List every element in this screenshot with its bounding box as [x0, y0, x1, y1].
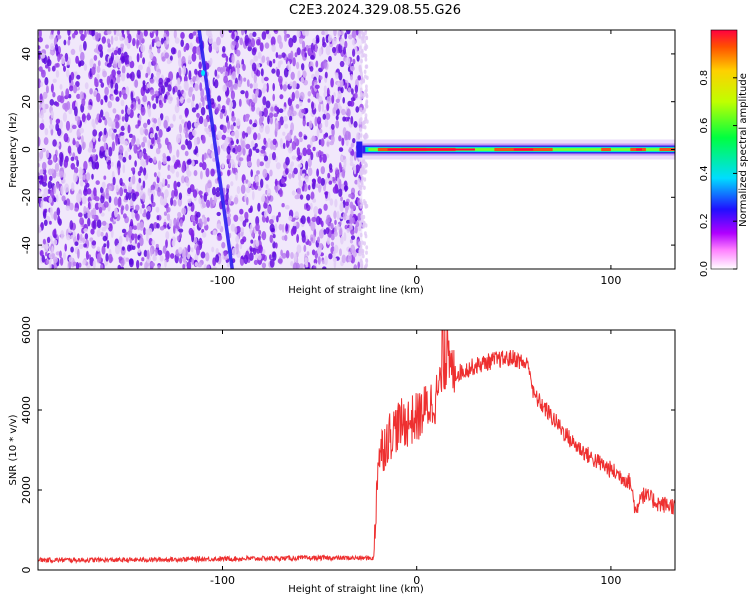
spectrogram-ytick-label: -20 [20, 188, 33, 206]
sweep-trace-hotspot [201, 70, 206, 77]
snr-xtick-label: -100 [210, 574, 235, 587]
colorbar-tick-label: 0.2 [699, 213, 710, 229]
snr-ytick-label: 0 [20, 567, 33, 574]
snr-ytick-label: 4000 [20, 396, 33, 424]
colorbar-label: Normalized spectral amplitude [738, 73, 749, 227]
colorbar-tick-label: 0.4 [699, 165, 710, 181]
colorbar: 0.0 0.2 0.4 0.6 0.8 Normalized spectral ampl… [699, 29, 749, 277]
snr-ylabel: SNR (10 * v/v) [8, 414, 19, 485]
snr-xlabel: Height of straight line (km) [288, 584, 424, 595]
snr-plot-area [38, 330, 675, 565]
spectrogram-xtick-label: 0 [413, 274, 420, 287]
spectrogram-ytick-label: -40 [20, 236, 33, 254]
carrier-band [356, 139, 675, 160]
colorbar-gradient [710, 29, 738, 270]
figure-title: C2E3.2024.329.08.55.G26 [289, 3, 461, 18]
spectrogram-ytick-label: 0 [20, 146, 33, 153]
spectrogram-xtick-label: 100 [600, 274, 621, 287]
noise-speckle [38, 30, 369, 269]
snr-series-line [38, 330, 675, 565]
snr-ytick-label: 6000 [20, 316, 33, 344]
colorbar-tick-label: 0.6 [699, 118, 710, 134]
snr-xtick-label: 0 [413, 574, 420, 587]
spectrogram-axes: -100 0 100 -40 -20 0 20 40 [20, 30, 675, 287]
spectrogram-plot-area [38, 30, 675, 269]
sweep-trace [197, 30, 234, 269]
spectrogram-xtick-label: -100 [210, 274, 235, 287]
snr-xtick-label: 100 [600, 574, 621, 587]
colorbar-ticks: 0.0 0.2 0.4 0.6 0.8 [699, 70, 737, 277]
colorbar-tick-label: 0.8 [699, 70, 710, 86]
snr-frame [37, 329, 676, 571]
spectrogram-ytick-label: 20 [20, 95, 33, 109]
spectrogram-ytick-label: 40 [20, 47, 33, 61]
spectrogram-xlabel: Height of straight line (km) [288, 285, 424, 296]
colorbar-tick-label: 0.0 [699, 261, 710, 277]
snr-ytick-label: 2000 [20, 476, 33, 504]
spectrogram-panel: -100 0 100 -40 -20 0 20 40 Height of straight l… [8, 29, 676, 296]
spectrogram-ylabel: Frequency (Hz) [8, 112, 19, 188]
